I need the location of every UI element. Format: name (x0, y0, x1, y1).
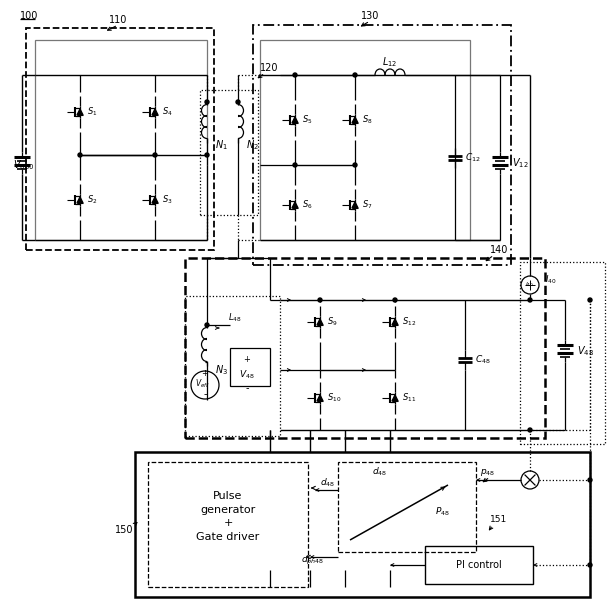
Text: $S_4$: $S_4$ (162, 106, 173, 118)
Text: generator: generator (200, 505, 256, 515)
Circle shape (78, 153, 82, 157)
Bar (338, 462, 476, 552)
Bar (135, 452, 590, 597)
Text: $d_{ph48}$: $d_{ph48}$ (302, 553, 325, 567)
Text: $L_{12}$: $L_{12}$ (383, 55, 398, 69)
Text: $C_{12}$: $C_{12}$ (465, 152, 481, 164)
Text: 150: 150 (115, 525, 133, 535)
Text: $N_3$: $N_3$ (215, 363, 228, 377)
Circle shape (393, 298, 397, 302)
Bar (185, 258, 545, 438)
Polygon shape (317, 319, 323, 325)
Polygon shape (317, 395, 323, 401)
Text: 140: 140 (490, 245, 508, 255)
Text: $C_{48}$: $C_{48}$ (475, 354, 491, 366)
Text: $N_1$: $N_1$ (215, 138, 228, 152)
Bar (148, 462, 308, 587)
Text: $V_{48}$: $V_{48}$ (577, 344, 594, 358)
Text: PI control: PI control (456, 560, 502, 570)
Text: $V_{eff}$: $V_{eff}$ (195, 378, 210, 390)
Circle shape (528, 428, 532, 432)
Text: $I_{40}$: $I_{40}$ (545, 274, 557, 286)
Bar (253, 25, 511, 265)
Text: $V_{12}$: $V_{12}$ (512, 156, 528, 170)
Circle shape (293, 163, 297, 167)
Text: $S_{12}$: $S_{12}$ (402, 316, 416, 328)
Text: Gate driver: Gate driver (196, 532, 260, 542)
Text: 110: 110 (109, 15, 127, 25)
Circle shape (205, 100, 209, 104)
Text: $S_{11}$: $S_{11}$ (402, 392, 416, 404)
Text: $S_8$: $S_8$ (362, 113, 373, 126)
Polygon shape (77, 197, 83, 203)
Circle shape (318, 298, 322, 302)
Text: $d_{48}$: $d_{48}$ (372, 466, 387, 478)
Polygon shape (77, 109, 83, 115)
Circle shape (528, 298, 532, 302)
Polygon shape (292, 117, 298, 123)
Text: $P_{48}$: $P_{48}$ (435, 506, 449, 518)
Polygon shape (152, 109, 158, 115)
Text: +: + (202, 370, 208, 378)
Text: -: - (204, 389, 207, 399)
Polygon shape (392, 395, 398, 401)
Text: $V_{48}$: $V_{48}$ (239, 369, 255, 381)
Bar (185, 296, 280, 436)
Circle shape (588, 563, 592, 567)
Bar (520, 262, 605, 444)
Text: +: + (223, 518, 233, 528)
Polygon shape (152, 197, 158, 203)
Text: $S_7$: $S_7$ (362, 199, 373, 211)
Bar (230, 348, 270, 386)
Text: $S_6$: $S_6$ (302, 199, 313, 211)
Text: 130: 130 (361, 11, 379, 21)
Circle shape (588, 298, 592, 302)
Bar (260, 40, 470, 240)
Text: $d_{48}$: $d_{48}$ (320, 477, 335, 489)
Circle shape (236, 100, 240, 104)
Bar (200, 90, 258, 215)
Circle shape (353, 73, 357, 77)
Circle shape (205, 323, 209, 327)
Circle shape (353, 163, 357, 167)
Bar (35, 40, 207, 240)
Bar (26, 28, 214, 250)
Text: 100: 100 (20, 11, 39, 21)
Text: $S_3$: $S_3$ (162, 194, 173, 206)
Text: -: - (245, 383, 249, 393)
Text: $S_2$: $S_2$ (87, 194, 97, 206)
Polygon shape (352, 117, 358, 123)
Circle shape (205, 153, 209, 157)
Text: $S_{10}$: $S_{10}$ (327, 392, 341, 404)
Text: $L_{48}$: $L_{48}$ (228, 312, 242, 325)
Bar (425, 546, 533, 584)
Text: +: + (243, 356, 251, 365)
Circle shape (293, 73, 297, 77)
Text: Pulse: Pulse (213, 491, 243, 501)
Text: 151: 151 (490, 515, 507, 525)
Polygon shape (392, 319, 398, 325)
Text: $V_{600}$: $V_{600}$ (13, 158, 34, 172)
Circle shape (588, 478, 592, 482)
Polygon shape (292, 202, 298, 208)
Text: $S_5$: $S_5$ (302, 113, 313, 126)
Text: 120: 120 (260, 63, 278, 73)
Text: $p_{48}$: $p_{48}$ (481, 467, 496, 478)
Text: $S_1$: $S_1$ (87, 106, 97, 118)
Polygon shape (352, 202, 358, 208)
Circle shape (153, 153, 157, 157)
Text: $S_9$: $S_9$ (327, 316, 338, 328)
Text: $N_2$: $N_2$ (246, 138, 259, 152)
Text: $I_{40}$: $I_{40}$ (525, 281, 535, 290)
